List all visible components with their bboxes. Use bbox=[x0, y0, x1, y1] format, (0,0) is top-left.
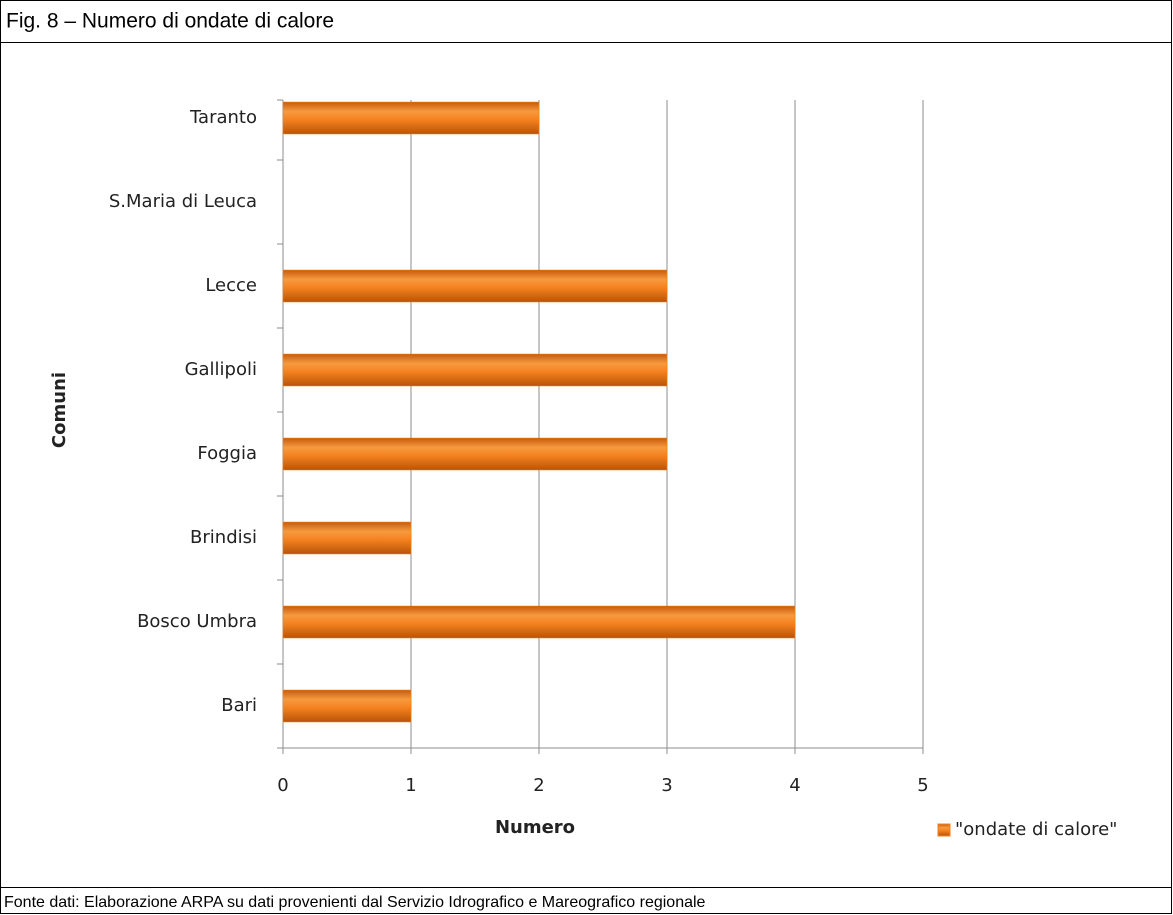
y-tick-label: Brindisi bbox=[190, 527, 257, 548]
y-tick-label: Bosco Umbra bbox=[137, 611, 257, 632]
x-axis-title: Numero bbox=[495, 817, 575, 838]
y-tick-label: Lecce bbox=[205, 275, 257, 296]
y-tick-label: S.Maria di Leuca bbox=[109, 191, 257, 212]
legend-label: "ondate di calore" bbox=[955, 819, 1117, 840]
legend-swatch bbox=[937, 823, 951, 837]
figure-title: Fig. 8 – Numero di ondate di calore bbox=[6, 10, 334, 33]
bar bbox=[282, 521, 412, 555]
y-tick-label: Foggia bbox=[197, 443, 257, 464]
x-tick-label: 4 bbox=[789, 775, 800, 796]
bar bbox=[282, 605, 796, 639]
source-note: Fonte dati: Elaborazione ARPA su dati pr… bbox=[4, 894, 706, 911]
y-tick-label: Taranto bbox=[189, 107, 257, 128]
x-tick-label: 3 bbox=[661, 775, 672, 796]
bar bbox=[282, 101, 540, 135]
x-tick-label: 5 bbox=[917, 775, 928, 796]
x-tick-label: 0 bbox=[277, 775, 288, 796]
y-tick-label: Bari bbox=[221, 695, 257, 716]
x-tick-label: 1 bbox=[405, 775, 416, 796]
bar bbox=[282, 689, 412, 723]
bar bbox=[282, 269, 668, 303]
x-tick-label: 2 bbox=[533, 775, 544, 796]
y-axis-title: Comuni bbox=[49, 372, 70, 448]
bar bbox=[282, 437, 668, 471]
bar bbox=[282, 353, 668, 387]
y-tick-label: Gallipoli bbox=[185, 359, 257, 380]
